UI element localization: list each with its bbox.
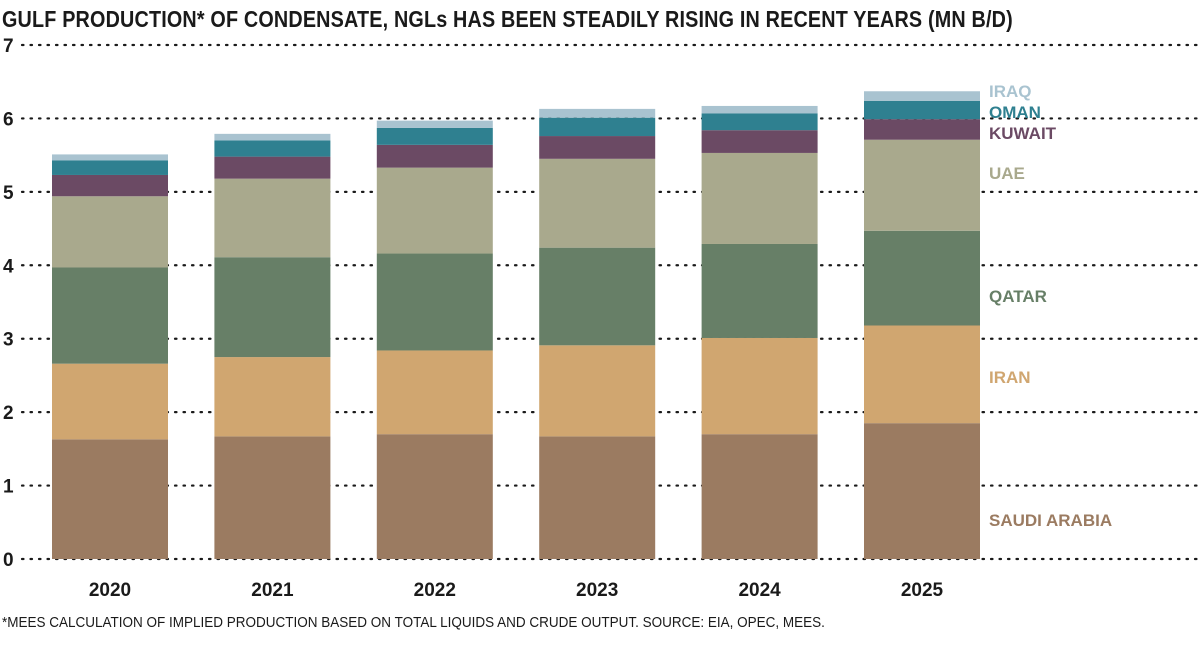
bar-segment	[539, 136, 656, 159]
y-tick-label: 3	[3, 330, 14, 351]
bar-segment	[864, 139, 980, 231]
bar-segment	[539, 117, 656, 137]
bar-segment	[864, 91, 980, 101]
y-tick-label: 5	[3, 183, 14, 204]
bar-segment	[701, 113, 818, 131]
bar-segment	[52, 160, 168, 175]
legend: SAUDI ARABIA IRAN QATAR UAE KUWAIT OMAN IRAQ	[989, 82, 1112, 530]
bar-segment	[214, 178, 331, 258]
x-axis-labels: 2020 2021 2022 2023 2024 2025	[89, 580, 944, 601]
bar-segment	[376, 350, 493, 435]
bar-segment	[539, 247, 656, 346]
legend-label: QATAR	[989, 287, 1047, 306]
legend-label: UAE	[989, 164, 1025, 183]
bar-segment	[539, 345, 656, 437]
bar-segment	[214, 133, 331, 141]
chart-title: GULF PRODUCTION* OF CONDENSATE, NGLs HAS…	[2, 6, 1013, 32]
bar-segment	[864, 100, 980, 120]
x-category-label: 2020	[89, 580, 131, 601]
y-tick-label: 2	[3, 403, 14, 424]
bar-segment	[376, 144, 493, 168]
bar-segment	[701, 434, 818, 559]
bar-segment	[52, 363, 168, 440]
bar-segment	[701, 130, 818, 153]
bar-segment	[864, 119, 980, 140]
bar-segment	[214, 357, 331, 437]
x-category-label: 2024	[738, 580, 781, 601]
bar-segment	[701, 152, 818, 244]
x-category-label: 2025	[901, 580, 944, 601]
bar-segment	[539, 436, 656, 559]
legend-label: KUWAIT	[989, 124, 1057, 143]
y-tick-label: 0	[3, 550, 14, 571]
bar-segment	[52, 267, 168, 364]
bar-segment	[214, 156, 331, 179]
bar-segment	[701, 337, 818, 435]
y-tick-label: 1	[3, 477, 14, 498]
bar-segment	[214, 257, 331, 358]
x-category-label: 2021	[251, 580, 294, 601]
bar-segment	[864, 423, 980, 559]
legend-label: IRAQ	[989, 82, 1032, 101]
bar-segment	[701, 243, 818, 338]
y-axis-ticks: 0 1 2 3 4 5 6 7	[3, 36, 14, 571]
bar-segment	[376, 253, 493, 351]
bar-segment	[52, 174, 168, 197]
bar-segment	[864, 325, 980, 424]
bars	[52, 91, 980, 559]
y-tick-label: 4	[3, 256, 14, 277]
bar-segment	[52, 154, 168, 161]
bar-segment	[214, 436, 331, 559]
bar-segment	[376, 120, 493, 128]
bar-segment	[52, 196, 168, 268]
x-category-label: 2023	[576, 580, 618, 601]
bar-segment	[701, 105, 818, 114]
x-category-label: 2022	[414, 580, 456, 601]
bar-segment	[376, 167, 493, 254]
bar-segment	[864, 230, 980, 326]
legend-label: IRAN	[989, 368, 1031, 387]
bar-segment	[376, 127, 493, 145]
legend-label: OMAN	[989, 103, 1041, 122]
bar-segment	[539, 158, 656, 248]
legend-label: SAUDI ARABIA	[989, 511, 1112, 530]
y-tick-label: 7	[3, 36, 14, 57]
bar-segment	[376, 434, 493, 559]
footnote: *MEES CALCULATION OF IMPLIED PRODUCTION …	[2, 614, 825, 631]
y-tick-label: 6	[3, 109, 14, 130]
bar-segment	[539, 108, 656, 118]
bar-segment	[214, 140, 331, 157]
bar-segment	[52, 439, 168, 559]
